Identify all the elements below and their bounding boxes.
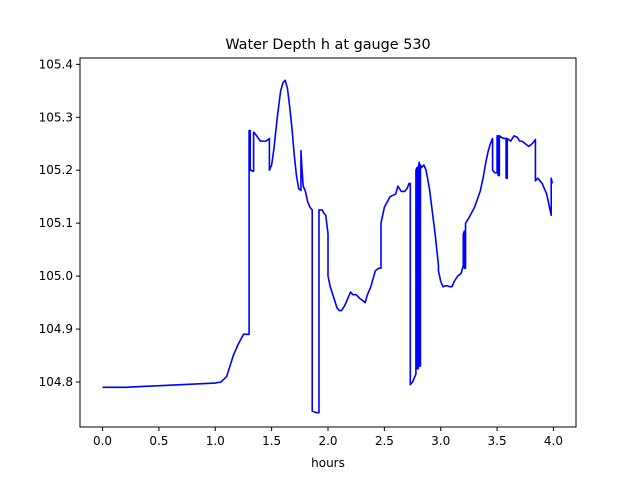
y-tick-label: 105.4 [39,57,73,71]
y-axis: 104.8 104.9 105.0 105.1 105.2 105.3 105.4 [39,57,80,389]
x-tick-label: 0.0 [93,434,112,448]
x-tick-label: 2.0 [318,434,337,448]
x-tick-label: 3.5 [488,434,507,448]
y-tick-label: 105.1 [39,216,73,230]
series-line-water-depth [102,79,554,414]
x-tick-label: 3.0 [431,434,450,448]
y-tick-label: 104.9 [39,322,73,336]
x-tick-label: 2.5 [375,434,394,448]
x-tick-label: 4.0 [544,434,563,448]
x-axis: 0.0 0.5 1.0 1.5 2.0 2.5 3.0 3.5 4.0 [93,427,563,448]
x-tick-label: 1.0 [206,434,225,448]
y-tick-label: 105.3 [39,110,73,124]
y-tick-label: 105.2 [39,163,73,177]
chart-title: Water Depth h at gauge 530 [225,37,430,53]
x-axis-label: hours [311,456,345,470]
y-tick-label: 105.0 [39,269,73,283]
x-tick-label: 0.5 [149,434,168,448]
y-tick-label: 104.8 [39,375,73,389]
x-tick-label: 1.5 [262,434,281,448]
